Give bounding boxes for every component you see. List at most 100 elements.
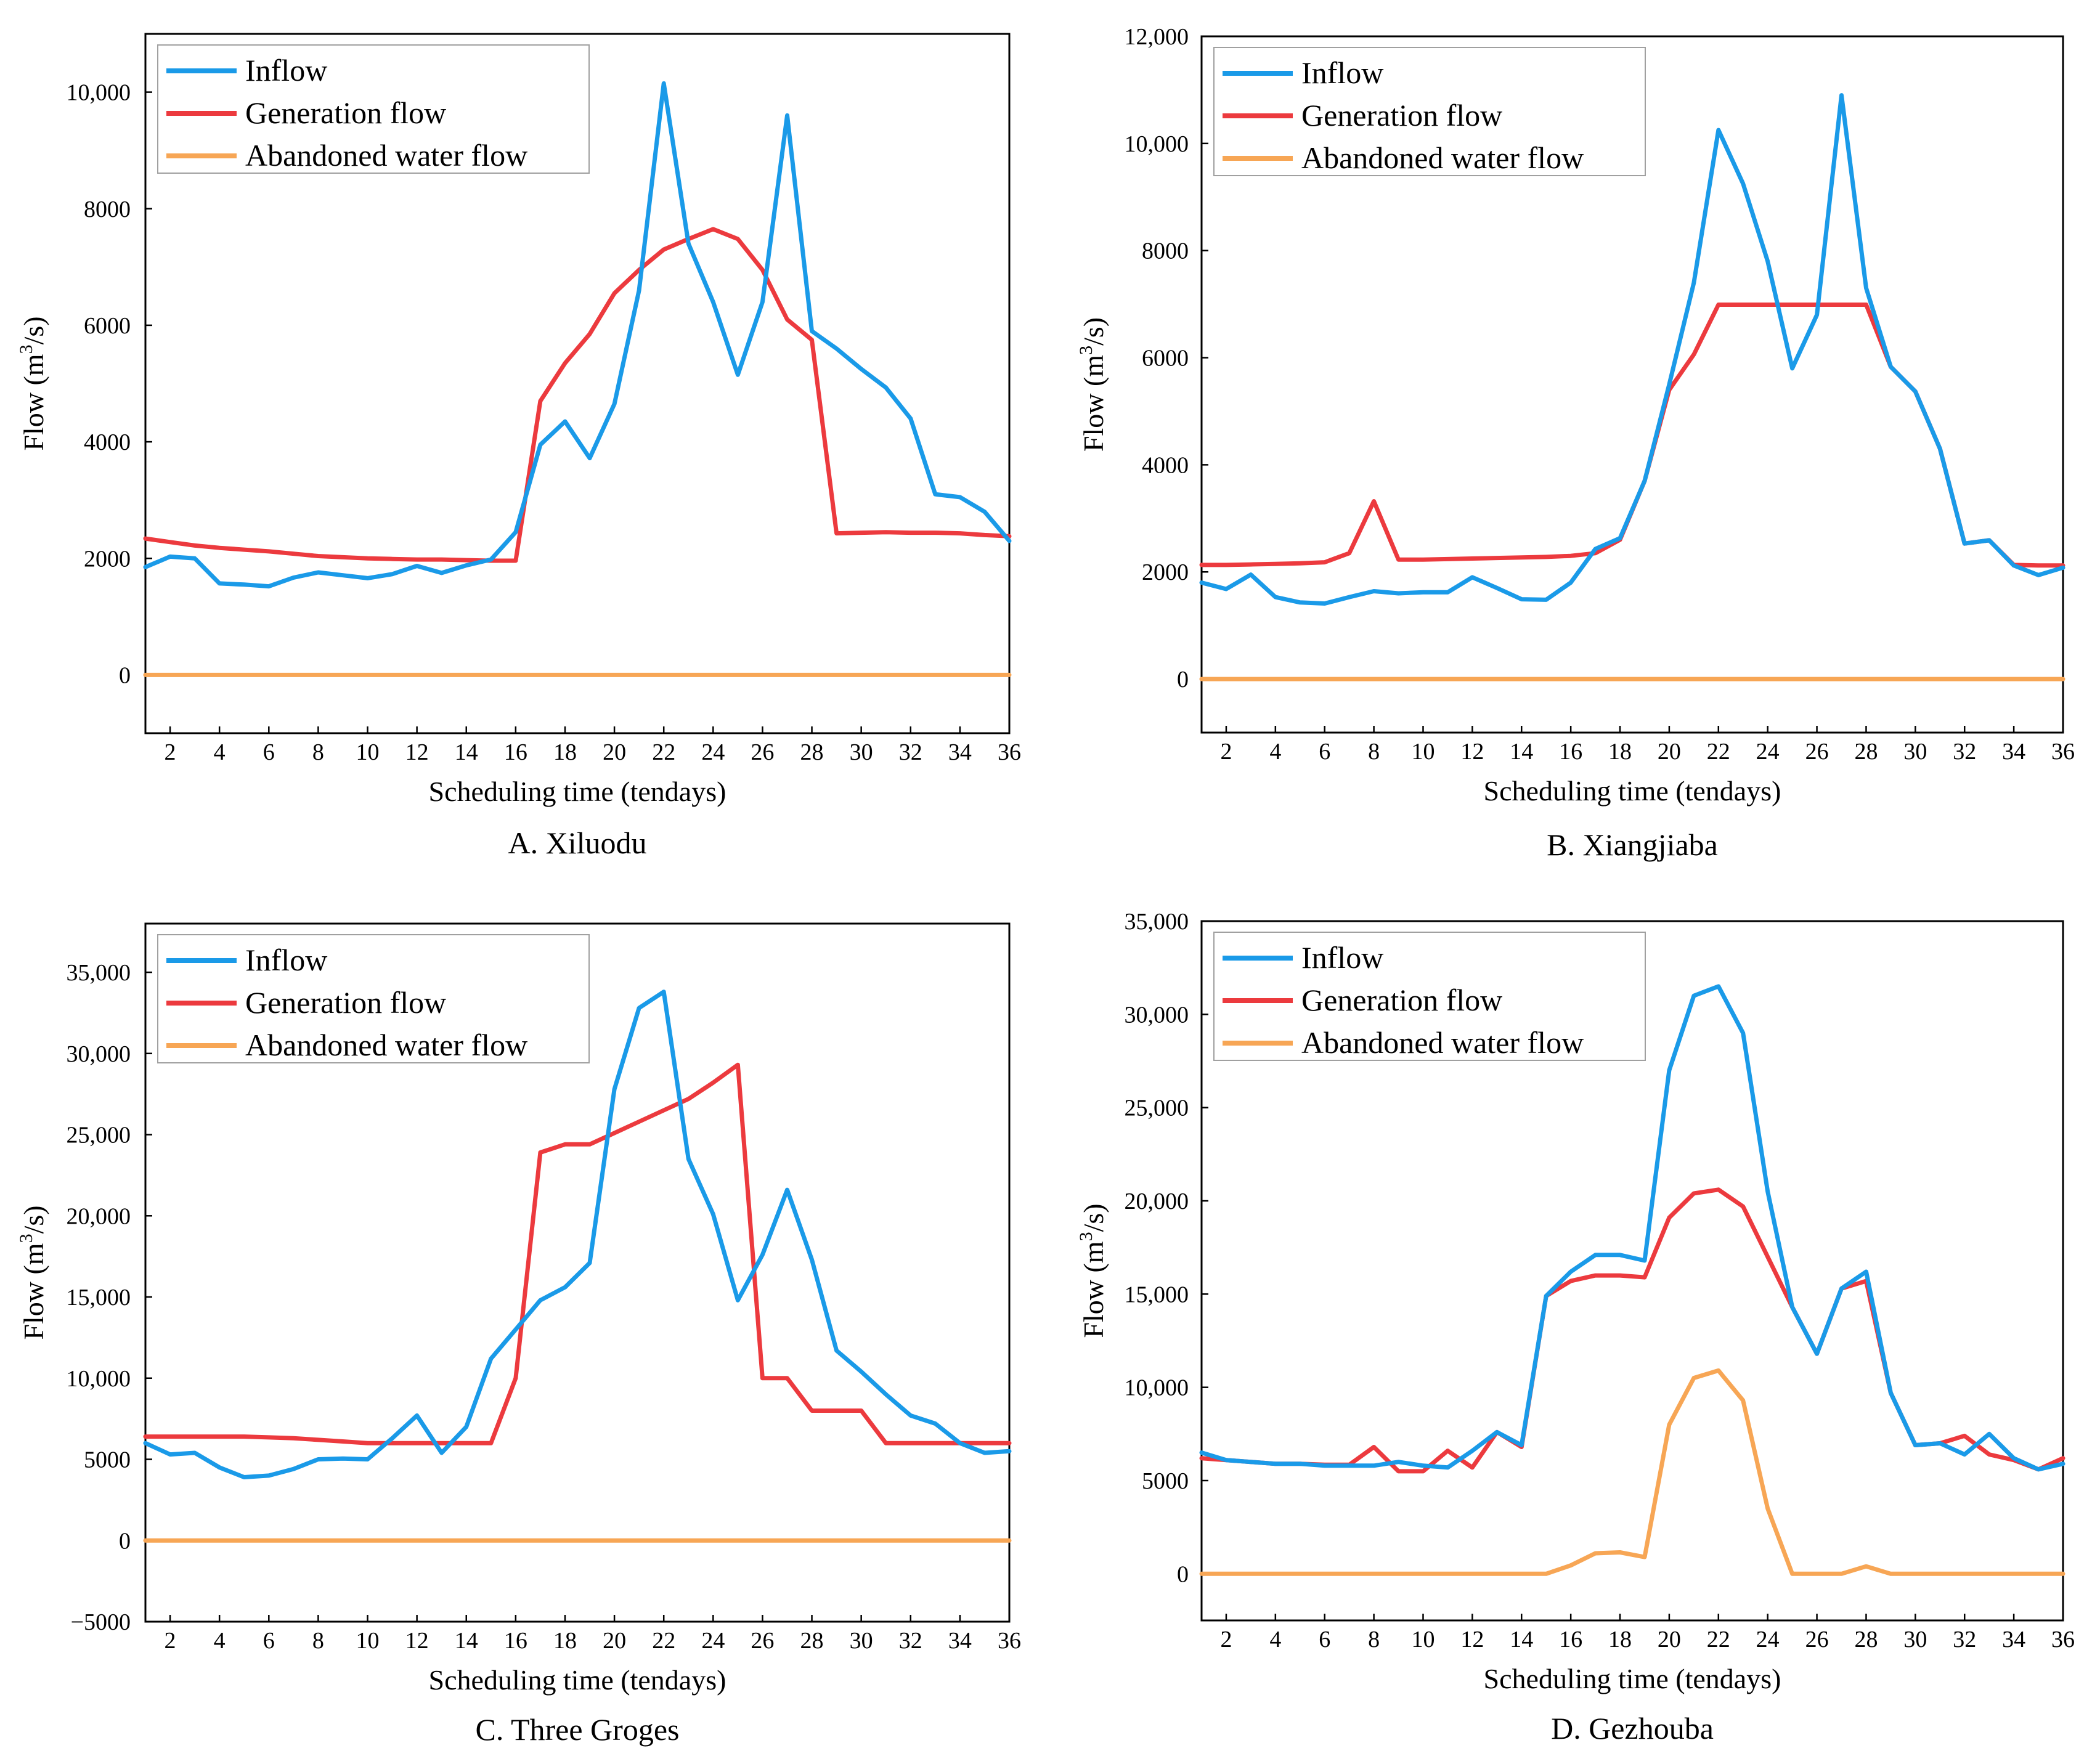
- x-tick-label: 4: [214, 739, 226, 765]
- y-axis-title-sup: 3: [16, 344, 36, 354]
- y-tick-label: 20,000: [67, 1203, 131, 1229]
- x-tick-label: 18: [553, 739, 577, 765]
- x-tick-label: 28: [800, 739, 824, 765]
- legend-label-inflow: Inflow: [245, 53, 327, 87]
- y-axis-title-end: /s): [1078, 317, 1109, 346]
- x-tick-label: 14: [1510, 1627, 1533, 1652]
- x-tick-label: 2: [165, 1628, 176, 1654]
- x-tick-label: 18: [1608, 739, 1632, 765]
- x-tick-label: 16: [1559, 739, 1582, 765]
- x-axis-title: Scheduling time (tendays): [429, 776, 726, 807]
- x-tick-label: 8: [312, 739, 324, 765]
- x-tick-label: 4: [1269, 739, 1281, 765]
- x-tick-label: 2: [1220, 739, 1232, 765]
- x-tick-label: 24: [1756, 739, 1780, 765]
- x-tick-label: 32: [1953, 739, 1976, 765]
- x-tick-label: 10: [356, 739, 380, 765]
- panel-caption: A. Xiluodu: [508, 826, 647, 860]
- x-tick-label: 20: [603, 739, 626, 765]
- x-tick-label: 6: [1319, 739, 1330, 765]
- x-tick-label: 20: [603, 1628, 626, 1654]
- y-tick-label: 5000: [84, 1447, 131, 1473]
- panel-caption: B. Xiangjiaba: [1547, 827, 1718, 862]
- panel-caption: D. Gezhouba: [1551, 1711, 1714, 1746]
- y-tick-label: 6000: [1142, 346, 1189, 372]
- x-tick-label: 26: [1805, 1627, 1829, 1652]
- y-axis-title-end: /s): [1078, 1203, 1109, 1232]
- series-line-inflow: [143, 81, 1012, 589]
- y-tick-label: 10,000: [1125, 131, 1189, 157]
- x-tick-label: 6: [1319, 1627, 1330, 1652]
- y-tick-label: 0: [119, 1528, 131, 1554]
- series-line-abandoned: [1199, 1368, 2065, 1576]
- y-tick-label: 12,000: [1125, 24, 1189, 50]
- x-tick-label: 8: [1368, 1627, 1380, 1652]
- y-tick-label: 30,000: [67, 1041, 131, 1067]
- x-axis-title: Scheduling time (tendays): [1484, 1663, 1781, 1694]
- legend-label-generation: Generation flow: [1301, 983, 1502, 1017]
- x-tick-label: 32: [1953, 1627, 1976, 1652]
- y-axis-title: Flow (m3/s): [1076, 1203, 1109, 1338]
- x-tick-label: 12: [405, 739, 429, 765]
- x-tick-label: 22: [652, 1628, 675, 1654]
- y-tick-label: 4000: [1142, 452, 1189, 478]
- y-tick-label: 6000: [84, 313, 131, 339]
- y-tick-label: 2000: [84, 546, 131, 572]
- x-tick-label: 32: [899, 739, 922, 765]
- x-tick-label: 12: [405, 1628, 429, 1654]
- x-tick-label: 12: [1460, 739, 1484, 765]
- x-tick-label: 30: [850, 1628, 873, 1654]
- y-tick-label: 10,000: [67, 80, 131, 106]
- x-tick-label: 4: [1269, 1627, 1281, 1652]
- legend-label-abandoned: Abandoned water flow: [245, 138, 527, 173]
- y-tick-label: 5000: [1142, 1468, 1189, 1494]
- panel-caption: C. Three Groges: [476, 1712, 680, 1747]
- x-tick-label: 24: [701, 739, 725, 765]
- x-tick-label: 22: [652, 739, 675, 765]
- y-axis-title-main: Flow (m: [18, 354, 49, 450]
- x-tick-label: 30: [1903, 1627, 1927, 1652]
- legend-label-abandoned: Abandoned water flow: [1301, 1025, 1584, 1060]
- plot-frame: [144, 922, 1011, 1623]
- y-tick-label: 2000: [1142, 559, 1189, 585]
- x-tick-label: 16: [1559, 1627, 1582, 1652]
- plot-frame: [1200, 35, 2064, 734]
- plot-frame: [144, 33, 1011, 734]
- x-tick-label: 28: [800, 1628, 824, 1654]
- x-tick-label: 18: [553, 1628, 577, 1654]
- x-tick-label: 22: [1707, 1627, 1730, 1652]
- y-axis-title-sup: 3: [1076, 346, 1096, 355]
- y-tick-label: 25,000: [67, 1123, 131, 1148]
- plot-frame: [1200, 920, 2064, 1622]
- x-tick-label: 6: [263, 739, 275, 765]
- x-tick-label: 8: [1368, 739, 1380, 765]
- y-tick-label: 35,000: [1125, 909, 1189, 935]
- series-line-generation: [143, 1062, 1012, 1445]
- x-tick-label: 26: [751, 1628, 774, 1654]
- x-tick-label: 24: [1756, 1627, 1780, 1652]
- series-line-generation: [143, 227, 1012, 563]
- chart-panel-2: 2 4 6 8 10 12 14 16 18 20 22 24 26 28 30 32 34 36−5000050…: [16, 922, 1021, 1747]
- series-line-inflow: [1199, 93, 2065, 606]
- x-tick-label: 4: [214, 1628, 226, 1654]
- y-tick-label: 10,000: [67, 1366, 131, 1392]
- legend-label-generation: Generation flow: [1301, 98, 1502, 132]
- x-tick-label: 28: [1854, 739, 1878, 765]
- legend-label-abandoned: Abandoned water flow: [1301, 140, 1584, 175]
- x-tick-label: 18: [1608, 1627, 1632, 1652]
- x-tick-label: 30: [1903, 739, 1927, 765]
- x-tick-label: 36: [998, 739, 1021, 765]
- x-tick-label: 10: [1411, 1627, 1435, 1652]
- x-tick-label: 10: [356, 1628, 380, 1654]
- x-tick-label: 32: [899, 1628, 922, 1654]
- y-axis-title: Flow (m3/s): [16, 1205, 49, 1339]
- x-tick-label: 30: [850, 739, 873, 765]
- legend-box: [157, 934, 590, 1063]
- series-line-inflow: [1199, 984, 2065, 1472]
- y-tick-label: 15,000: [67, 1285, 131, 1311]
- x-tick-label: 2: [165, 739, 176, 765]
- y-tick-label: 4000: [84, 429, 131, 455]
- x-tick-label: 8: [312, 1628, 324, 1654]
- chart-panel-3: 2 4 6 8 10 12 14 16 18 20 22 24 26 28 30 32 34 360500010,…: [1076, 909, 2075, 1746]
